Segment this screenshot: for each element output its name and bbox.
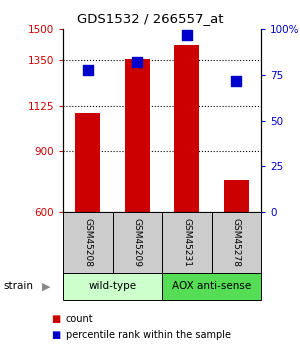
Bar (75, 112, 100, 212)
Text: ■: ■ (51, 314, 60, 324)
Text: ■: ■ (51, 330, 60, 339)
Text: strain: strain (3, 282, 33, 291)
Text: percentile rank within the sample: percentile rank within the sample (66, 330, 231, 339)
Bar (112, 212, 162, 273)
Text: AOX anti-sense: AOX anti-sense (172, 282, 251, 291)
Text: count: count (66, 314, 94, 324)
Point (135, 59, 140, 65)
Point (85, 67, 90, 72)
Point (234, 78, 239, 83)
Bar (63, 212, 112, 273)
Text: GSM45278: GSM45278 (232, 218, 241, 267)
Point (184, 32, 189, 38)
Text: wild-type: wild-type (88, 282, 136, 291)
Bar (212, 212, 261, 273)
Text: GDS1532 / 266557_at: GDS1532 / 266557_at (77, 12, 223, 25)
Bar (224, 180, 249, 212)
Bar (162, 273, 261, 300)
Text: GSM45208: GSM45208 (83, 218, 92, 267)
Text: ▶: ▶ (42, 282, 51, 291)
Bar (162, 212, 211, 273)
Bar (125, 59, 150, 212)
Bar (63, 273, 162, 300)
Text: GSM45209: GSM45209 (133, 218, 142, 267)
Bar (174, 45, 199, 212)
Text: GSM45231: GSM45231 (182, 218, 191, 267)
